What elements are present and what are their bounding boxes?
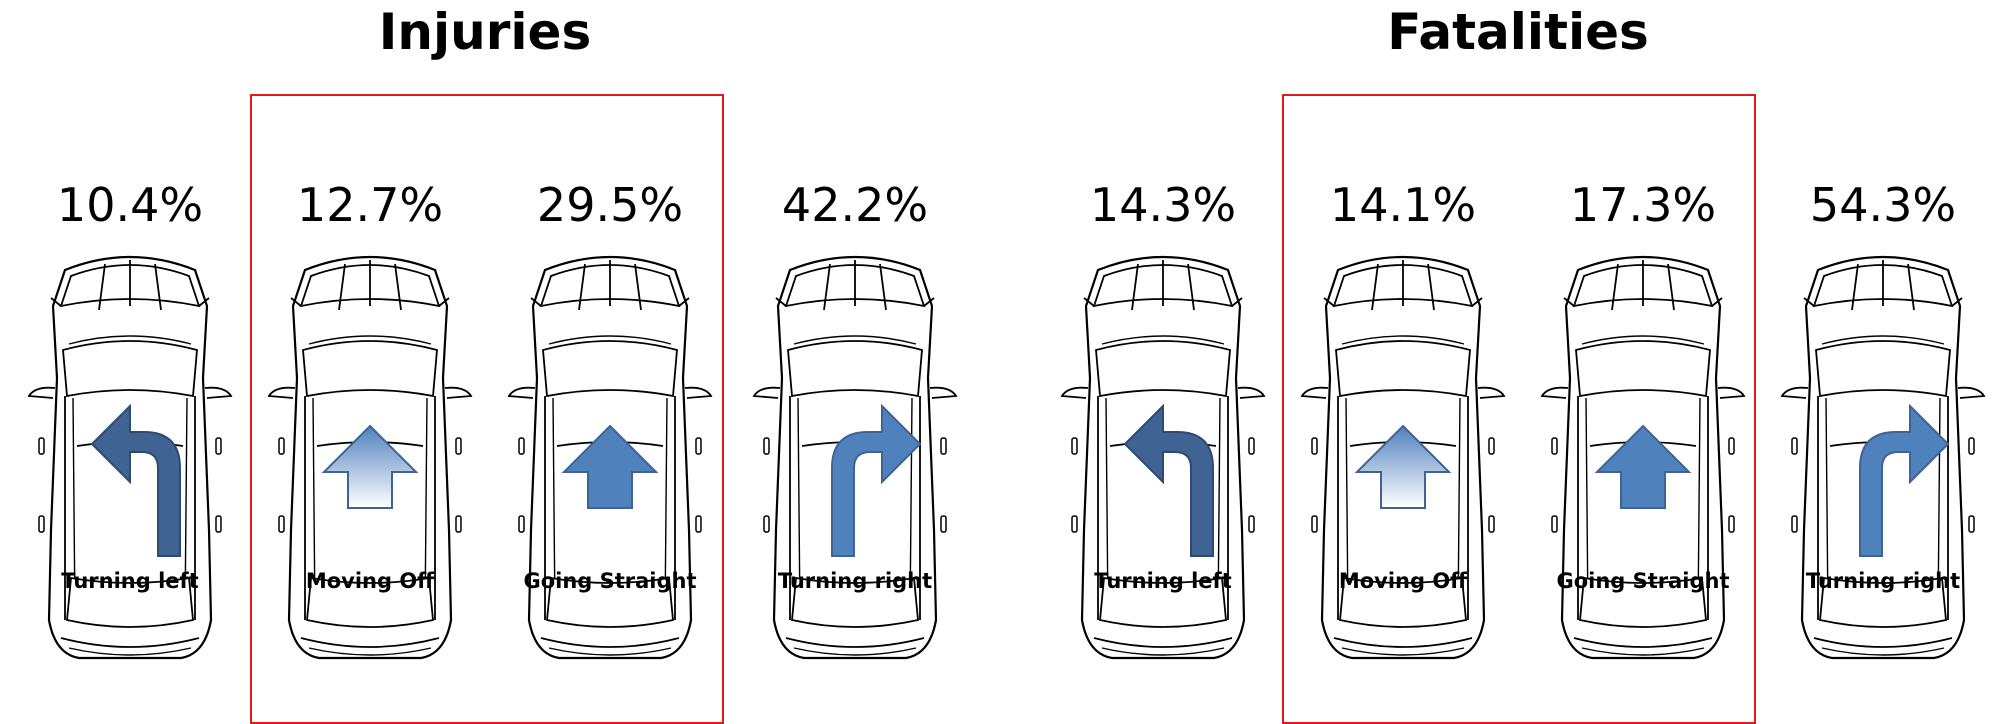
gradient-up-arrow-icon [321,424,419,509]
turn-left-arrow-icon [1123,403,1214,557]
percentage-value: 17.3% [1569,178,1717,232]
maneuver-item-turning-left: 14.3% Turning left [1058,170,1268,665]
car-icon: Going Straight [505,248,715,660]
up-arrow-icon [1594,424,1692,509]
maneuver-item-going-straight: 17.3% Going Straight [1538,170,1748,665]
maneuver-item-turning-right: 42.2% Turning right [750,170,960,665]
car-icon: Turning right [750,248,960,660]
maneuver-label: Turning right [1806,569,1960,593]
maneuver-label: Going Straight [1556,569,1729,593]
percentage-value: 42.2% [781,178,929,232]
maneuver-item-turning-right: 54.3% Turning right [1778,170,1988,665]
percentage-value: 12.7% [296,178,444,232]
car-icon: Turning left [1058,248,1268,660]
maneuver-item-turning-left: 10.4% Turning left [25,170,235,665]
percentage-value: 14.1% [1329,178,1477,232]
turn-right-arrow-icon [1859,403,1950,557]
percentage-value: 10.4% [56,178,204,232]
car-icon: Going Straight [1538,248,1748,660]
car-icon: Turning left [25,248,235,660]
percentage-value: 29.5% [536,178,684,232]
maneuver-item-going-straight: 29.5% Going Straight [505,170,715,665]
maneuver-label: Turning left [1094,569,1231,593]
injuries-panel: Injuries 10.4% Turning left 12.7% Moving… [0,0,1000,724]
turn-left-arrow-icon [90,403,181,557]
maneuver-label: Going Straight [523,569,696,593]
maneuver-label: Moving Off [1339,569,1468,593]
up-arrow-icon [561,424,659,509]
gradient-up-arrow-icon [1354,424,1452,509]
panel-title: Fatalities [1387,3,1649,61]
car-icon: Turning right [1778,248,1988,660]
maneuver-label: Turning right [778,569,932,593]
percentage-value: 14.3% [1089,178,1237,232]
turn-right-arrow-icon [831,403,922,557]
panel-title: Injuries [378,3,592,61]
car-icon: Moving Off [265,248,475,660]
maneuver-item-moving-off: 12.7% Moving Off [265,170,475,665]
maneuver-label: Moving Off [306,569,435,593]
fatalities-panel: Fatalities 14.3% Turning left 14.1% Movi… [1033,0,1993,724]
maneuver-item-moving-off: 14.1% Moving Off [1298,170,1508,665]
percentage-value: 54.3% [1809,178,1957,232]
car-icon: Moving Off [1298,248,1508,660]
maneuver-label: Turning left [61,569,198,593]
